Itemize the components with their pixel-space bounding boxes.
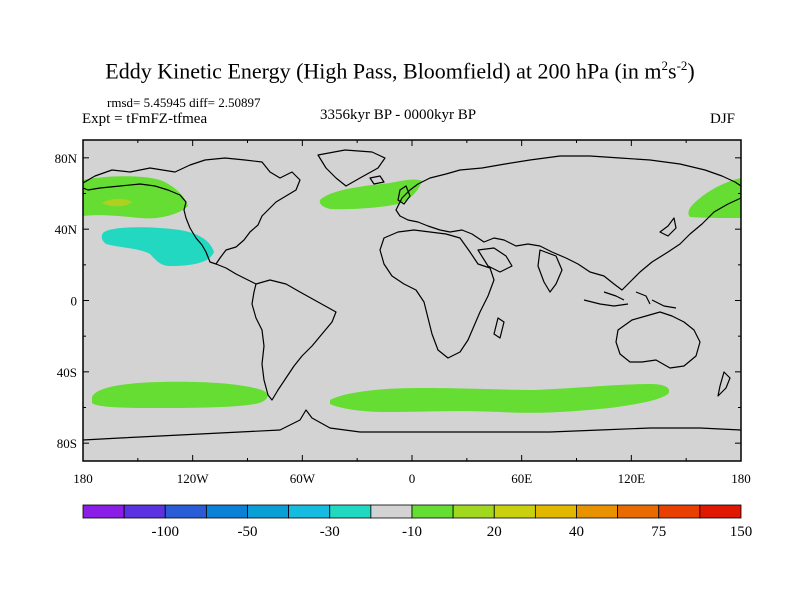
title-mid: s [668, 58, 677, 84]
anomaly-north-pacific-core [102, 198, 132, 207]
anomaly-south-pacific [92, 381, 268, 408]
colorbar-label: -30 [320, 524, 340, 540]
lon-label: 120E [618, 471, 646, 486]
lat-label: 80N [55, 151, 78, 166]
colorbar-swatch [411, 504, 454, 519]
coastline-north-america [83, 157, 301, 265]
title-sup2: -2 [676, 58, 688, 73]
chart-title: Eddy Kinetic Energy (High Pass, Bloomfie… [0, 58, 800, 84]
coastline-japan [659, 217, 677, 237]
anomaly-southern-ocean [330, 384, 670, 413]
latitude-axis: 80N 40N 0 40S 80S [55, 151, 741, 451]
colorbar [82, 504, 742, 519]
title-main: Eddy Kinetic Energy (High Pass, Bloomfie… [105, 58, 662, 84]
title-end: ) [687, 58, 695, 84]
colorbar-label: 150 [730, 524, 753, 540]
anomaly-north-atlantic [319, 179, 422, 210]
coastline-uk [397, 185, 411, 205]
colorbar-swatch [699, 504, 742, 519]
colorbar-swatch [658, 504, 701, 519]
coastline-africa [379, 229, 495, 359]
colorbar-swatch [370, 504, 413, 519]
lon-label: 60E [511, 471, 532, 486]
lon-label: 0 [409, 471, 416, 486]
colorbar-label: -50 [238, 524, 258, 540]
colorbar-swatch [288, 504, 331, 519]
coastline-arabia [477, 247, 513, 273]
season-text: DJF [710, 111, 736, 127]
lon-label: 180 [731, 471, 751, 486]
coastline-new-zealand [717, 371, 731, 397]
lon-label: 120W [177, 471, 210, 486]
coastline-india [537, 249, 563, 293]
lon-label: 180 [73, 471, 93, 486]
colorbar-swatch [452, 504, 495, 519]
expt-text: Expt = tFmFZ-tfmea [82, 111, 208, 127]
colorbar-swatch [205, 504, 248, 519]
colorbar-label: -100 [152, 524, 180, 540]
colorbar-label: -10 [402, 524, 422, 540]
lon-label: 60W [290, 471, 316, 486]
colorbar-label: 40 [569, 524, 584, 540]
coastline-central-america [215, 263, 257, 285]
colorbar-swatch [329, 504, 372, 519]
anomaly-subtropical-pacific [101, 227, 214, 266]
colorbar-swatch [164, 504, 207, 519]
colorbar-label: 20 [487, 524, 502, 540]
lat-label: 40N [55, 222, 78, 237]
colorbar-swatch [576, 504, 619, 519]
stats-text: rmsd= 5.45945 diff= 2.50897 [107, 95, 261, 110]
coastline-south-america [251, 279, 337, 401]
colorbar-swatch [617, 504, 660, 519]
colorbar-label: 75 [651, 524, 666, 540]
coastline-antarctica [83, 409, 741, 441]
longitude-axis: 180 120W 60W 0 60E 120E 180 [73, 140, 751, 486]
colorbar-swatch [493, 504, 536, 519]
coastline-iceland [369, 175, 385, 185]
anomaly-layer [83, 176, 741, 413]
anomaly-north-pacific-west [688, 178, 741, 218]
colorbar-swatch [82, 504, 125, 519]
coastline-layer [83, 149, 741, 441]
colorbar-swatch [247, 504, 290, 519]
period-text: 3356kyr BP - 0000kyr BP [320, 107, 477, 123]
lat-label: 0 [71, 294, 78, 309]
colorbar-labels: -100 -50 -30 -10 20 40 75 150 [152, 524, 753, 540]
lat-label: 40S [57, 365, 77, 380]
coastline-indonesia [583, 291, 677, 309]
coastline-eurasia [395, 155, 741, 291]
coastline-madagascar [493, 317, 505, 339]
coastline-australia [615, 311, 701, 369]
colorbar-swatch [123, 504, 166, 519]
coastline-greenland [317, 149, 386, 187]
colorbar-swatch [534, 504, 577, 519]
lat-label: 80S [57, 436, 77, 451]
title-sup1: 2 [661, 58, 669, 73]
